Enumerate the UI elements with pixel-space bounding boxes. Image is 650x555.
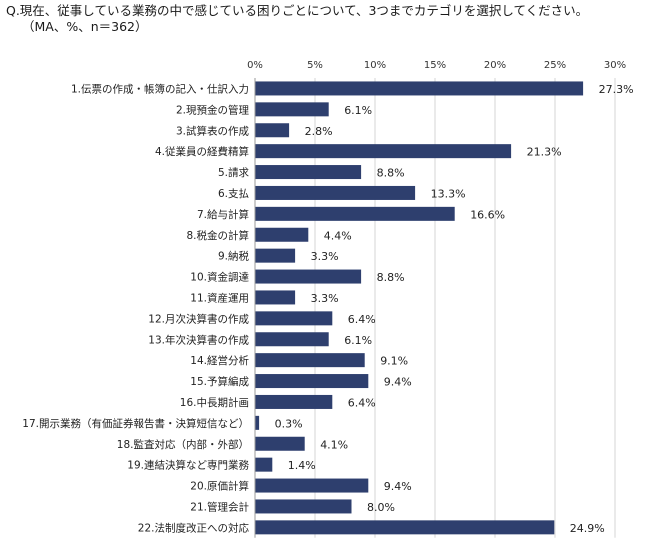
data-label: 4.4% xyxy=(324,229,352,242)
bar xyxy=(255,332,329,347)
data-label: 9.4% xyxy=(384,376,412,389)
bar xyxy=(255,478,369,493)
data-label: 24.9% xyxy=(570,522,605,535)
chart-title: Q.現在、従事している業務の中で感じている困りごとについて、3つまでカテゴリを選… xyxy=(6,3,589,18)
category-label: 7.給与計算 xyxy=(197,208,249,221)
data-label: 3.3% xyxy=(311,292,339,305)
bar xyxy=(255,394,333,409)
data-label: 27.3% xyxy=(599,83,634,96)
bar xyxy=(255,269,362,284)
bar xyxy=(255,457,273,472)
bar xyxy=(255,144,512,159)
bar xyxy=(255,311,333,326)
data-label: 16.6% xyxy=(470,208,505,221)
x-tick-label: 15% xyxy=(424,60,446,71)
data-label: 8.8% xyxy=(377,271,405,284)
x-tick-label: 20% xyxy=(484,60,506,71)
bar xyxy=(255,374,369,389)
data-label: 21.3% xyxy=(527,146,562,159)
category-label: 17.開示業務（有価証券報告書・決算短信など） xyxy=(22,417,249,430)
category-label: 11.資産運用 xyxy=(190,291,249,304)
category-label: 13.年次決算書の作成 xyxy=(148,333,249,346)
bar xyxy=(255,353,365,368)
category-label: 2.現預金の管理 xyxy=(176,103,250,116)
category-label: 14.経営分析 xyxy=(190,354,249,367)
data-label: 9.4% xyxy=(384,480,412,493)
category-label: 6.支払 xyxy=(218,187,249,200)
category-label: 8.税金の計算 xyxy=(186,229,249,242)
x-tick-label: 5% xyxy=(307,60,323,71)
bar xyxy=(255,206,455,221)
x-tick-label: 30% xyxy=(604,60,626,71)
bar xyxy=(255,102,329,117)
data-label: 2.8% xyxy=(305,125,333,138)
data-label: 6.1% xyxy=(344,334,372,347)
bar xyxy=(255,81,584,96)
category-label: 22.法制度改正への対応 xyxy=(138,521,250,534)
category-label: 19.連結決算など専門業務 xyxy=(127,459,249,472)
data-label: 6.4% xyxy=(348,313,376,326)
category-label: 9.納税 xyxy=(218,250,250,263)
x-tick-label: 0% xyxy=(247,60,263,71)
bar xyxy=(255,165,362,180)
category-label: 4.従業員の経費精算 xyxy=(155,145,249,158)
bar xyxy=(255,415,260,430)
category-label: 3.試算表の作成 xyxy=(176,124,250,137)
bar xyxy=(255,185,416,200)
x-tick-label: 25% xyxy=(544,60,566,71)
data-label: 0.3% xyxy=(275,417,303,430)
category-label: 1.伝票の作成・帳簿の記入・仕訳入力 xyxy=(71,82,249,95)
data-label: 1.4% xyxy=(288,459,316,472)
category-label: 20.原価計算 xyxy=(190,480,249,493)
category-label: 15.予算編成 xyxy=(190,375,249,388)
category-label: 5.請求 xyxy=(218,166,250,179)
data-label: 4.1% xyxy=(320,438,348,451)
x-tick-label: 10% xyxy=(364,60,386,71)
bar xyxy=(255,290,296,305)
category-label: 18.監査対応（内部・外部） xyxy=(117,438,249,451)
category-label: 10.資金調達 xyxy=(190,271,249,284)
data-label: 6.1% xyxy=(344,104,372,117)
bar xyxy=(255,227,309,242)
bar xyxy=(255,123,290,138)
bar xyxy=(255,248,296,263)
data-label: 13.3% xyxy=(431,187,466,200)
data-label: 8.8% xyxy=(377,167,405,180)
category-label: 12.月次決算書の作成 xyxy=(148,312,249,325)
data-label: 6.4% xyxy=(348,396,376,409)
data-label: 8.0% xyxy=(367,501,395,514)
category-label: 16.中長期計画 xyxy=(180,396,249,409)
bar xyxy=(255,436,305,451)
data-label: 9.1% xyxy=(380,355,408,368)
bar xyxy=(255,499,352,514)
chart-subtitle: （MA、%、n＝362） xyxy=(22,19,148,34)
data-label: 3.3% xyxy=(311,250,339,263)
bar xyxy=(255,520,555,535)
category-label: 21.管理会計 xyxy=(190,500,249,513)
